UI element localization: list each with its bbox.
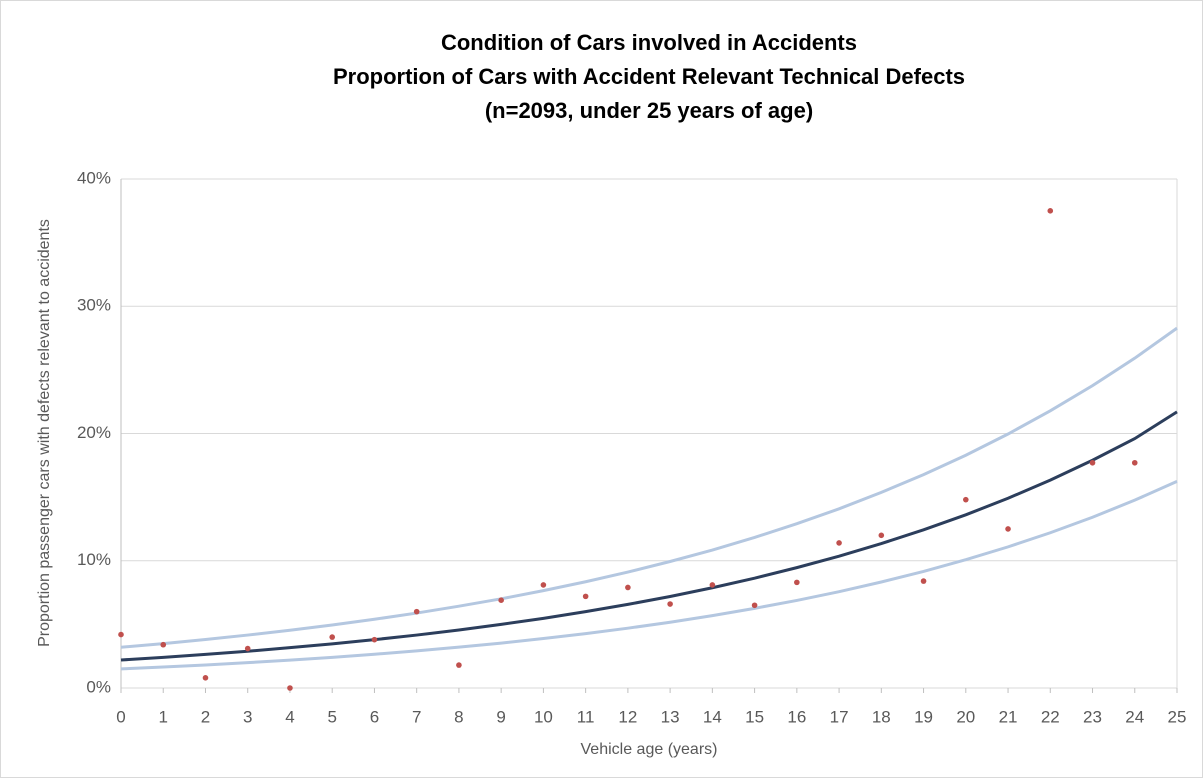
x-tick-label: 6	[370, 707, 379, 726]
point	[794, 579, 800, 586]
y-tick-label: 30%	[77, 296, 111, 315]
x-tick-label: 22	[1041, 707, 1060, 726]
x-tick-label: 3	[243, 707, 252, 726]
y-axis-label: Proportion passenger cars with defects r…	[36, 219, 53, 647]
y-tick-label: 10%	[77, 550, 111, 569]
x-tick-label: 10	[534, 707, 553, 726]
point	[1005, 526, 1011, 532]
x-tick-label: 19	[914, 707, 933, 726]
point	[920, 578, 927, 584]
chart-title: Condition of Cars involved in Accidents	[441, 30, 857, 55]
line	[120, 410, 1178, 662]
x-tick-label: 7	[412, 707, 421, 726]
line	[120, 479, 1178, 671]
point	[1131, 459, 1138, 466]
point	[202, 675, 209, 681]
x-tick-label: 17	[830, 707, 849, 726]
chart-title: (n=2093, under 25 years of age)	[485, 98, 813, 123]
x-tick-label: 5	[327, 707, 336, 726]
x-axis-label: Vehicle age (years)	[581, 741, 718, 758]
point	[498, 597, 504, 603]
point	[160, 641, 167, 648]
point	[1047, 208, 1054, 214]
point	[244, 645, 251, 652]
y-tick-label: 0%	[86, 677, 111, 696]
x-tick-label: 14	[703, 707, 722, 726]
x-tick-label: 11	[577, 707, 595, 726]
point	[456, 662, 462, 668]
point	[667, 601, 673, 607]
point	[413, 608, 420, 615]
x-tick-label: 20	[956, 707, 975, 726]
x-tick-label: 15	[745, 707, 764, 726]
point	[963, 496, 969, 503]
point	[836, 540, 842, 546]
point	[118, 631, 124, 638]
x-tick-label: 12	[618, 707, 637, 726]
x-tick-label: 25	[1168, 707, 1187, 726]
line	[120, 326, 1178, 649]
point	[582, 593, 589, 600]
point	[751, 602, 758, 609]
x-tick-label: 16	[787, 707, 806, 726]
point	[329, 634, 336, 640]
point	[878, 532, 885, 539]
y-tick-label: 20%	[77, 423, 111, 442]
y-tick-label: 40%	[77, 168, 111, 187]
x-tick-label: 0	[116, 707, 125, 726]
x-tick-label: 2	[201, 707, 210, 726]
point	[371, 636, 378, 643]
x-tick-label: 18	[872, 707, 891, 726]
x-tick-label: 23	[1083, 707, 1102, 726]
point	[625, 584, 631, 591]
x-tick-label: 1	[159, 707, 168, 726]
x-tick-label: 9	[496, 707, 505, 726]
point	[540, 582, 547, 588]
point	[287, 685, 293, 691]
x-tick-label: 13	[661, 707, 680, 726]
point	[709, 582, 716, 588]
x-tick-label: 4	[285, 707, 294, 726]
point	[1089, 459, 1096, 466]
x-tick-label: 8	[454, 707, 463, 726]
chart-title: Proportion of Cars with Accident Relevan…	[333, 64, 965, 89]
x-tick-label: 21	[999, 707, 1018, 726]
x-tick-label: 24	[1125, 707, 1144, 726]
